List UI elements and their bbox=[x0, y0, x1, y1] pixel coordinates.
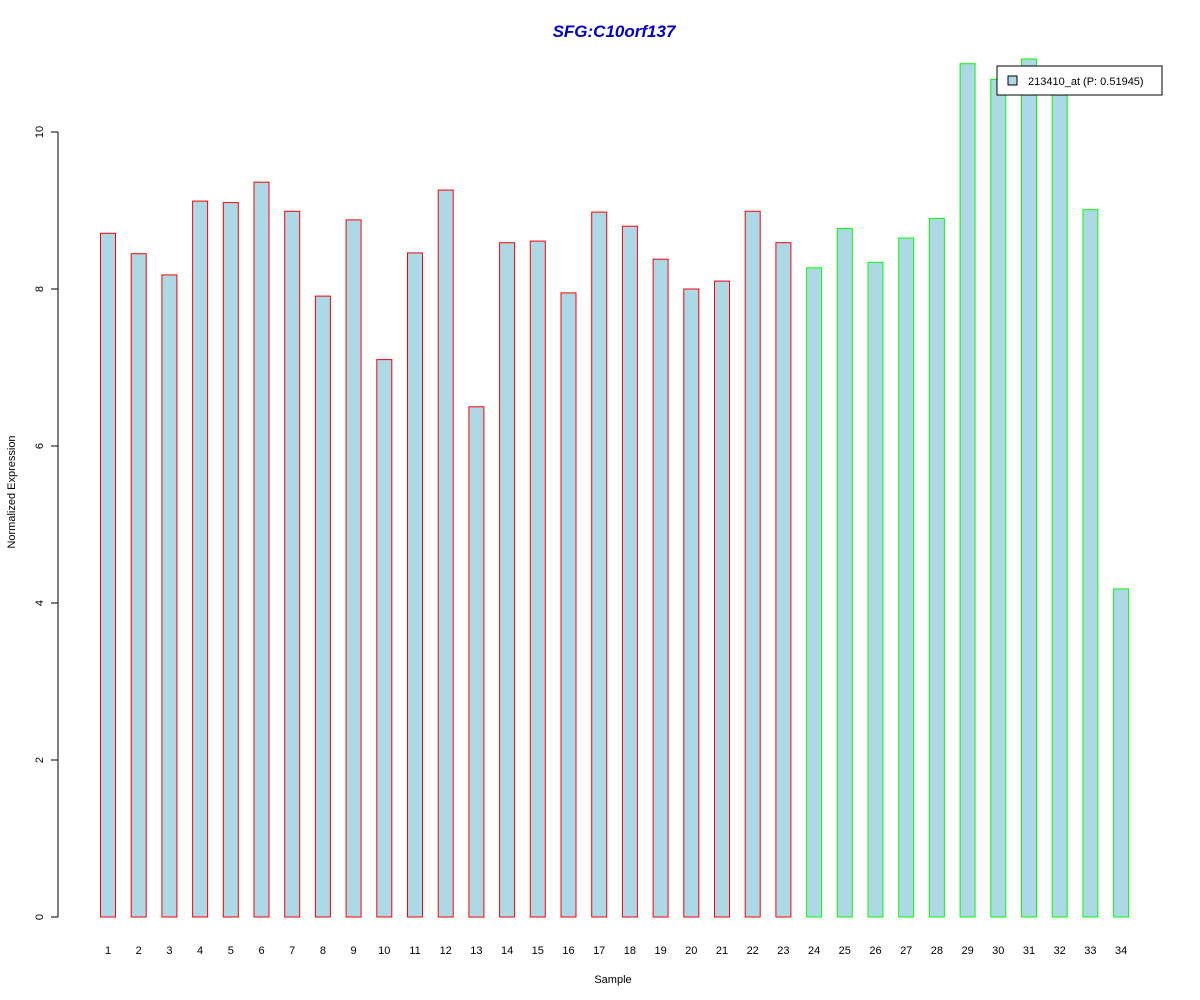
x-tick-label: 27 bbox=[900, 945, 912, 957]
x-tick-label: 6 bbox=[258, 945, 264, 957]
x-tick-label: 12 bbox=[440, 945, 452, 957]
bars bbox=[100, 58, 1130, 918]
bar-sample-9 bbox=[345, 219, 362, 918]
x-tick-label: 4 bbox=[197, 945, 203, 957]
x-tick-label: 24 bbox=[808, 945, 820, 957]
bar-sample-20 bbox=[683, 288, 700, 918]
bar-sample-2 bbox=[130, 253, 147, 918]
bar-sample-29 bbox=[959, 63, 976, 918]
x-tick-label: 21 bbox=[716, 945, 728, 957]
y-tick-label: 6 bbox=[34, 443, 46, 449]
x-tick-label: 5 bbox=[228, 945, 234, 957]
x-tick-label: 13 bbox=[470, 945, 482, 957]
legend: 213410_at (P: 0.51945) bbox=[996, 65, 1163, 96]
bar-sample-17 bbox=[591, 211, 608, 918]
x-tick-label: 20 bbox=[685, 945, 697, 957]
x-tick-label: 22 bbox=[747, 945, 759, 957]
bar-sample-23 bbox=[775, 242, 792, 918]
y-axis-label: Normalized Expression bbox=[6, 435, 18, 548]
bar-sample-12 bbox=[437, 189, 454, 918]
bar-sample-32 bbox=[1051, 89, 1068, 918]
legend-box bbox=[996, 65, 1163, 96]
x-tick-label: 33 bbox=[1084, 945, 1096, 957]
legend-swatch bbox=[1007, 75, 1018, 86]
x-tick-label: 23 bbox=[777, 945, 789, 957]
bar-sample-3 bbox=[161, 274, 178, 918]
bar-sample-15 bbox=[529, 240, 546, 918]
bar-sample-21 bbox=[714, 280, 730, 918]
bar-sample-10 bbox=[376, 359, 393, 918]
x-tick-label: 11 bbox=[409, 945, 420, 957]
x-tick-label: 15 bbox=[532, 945, 544, 957]
bar-sample-28 bbox=[928, 217, 945, 918]
y-tick-label: 2 bbox=[34, 757, 46, 763]
x-tick-label: 19 bbox=[654, 945, 666, 957]
x-tick-label: 30 bbox=[992, 945, 1004, 957]
y-tick-label: 8 bbox=[34, 286, 46, 292]
x-tick-label: 31 bbox=[1023, 945, 1035, 957]
x-tick-label: 10 bbox=[378, 945, 390, 957]
x-tick-label: 1 bbox=[105, 945, 111, 957]
x-tick-label: 17 bbox=[593, 945, 605, 957]
x-tick-label: 2 bbox=[136, 945, 142, 957]
bar-sample-25 bbox=[836, 228, 853, 918]
bar-sample-19 bbox=[652, 258, 669, 918]
x-tick-label: 8 bbox=[320, 945, 326, 957]
x-tick-labels: 1 2 3 4 5 6 7 8 9 10 11 12 13 14 15 16 17 18 19 20 21 22 23 24 2… bbox=[105, 945, 1127, 957]
x-tick-label: 28 bbox=[931, 945, 943, 957]
bar-sample-27 bbox=[898, 237, 915, 918]
bar-sample-1 bbox=[100, 232, 116, 918]
x-tick-label: 25 bbox=[839, 945, 851, 957]
bar-sample-18 bbox=[621, 225, 638, 918]
bar-sample-22 bbox=[744, 210, 761, 918]
bar-sample-13 bbox=[468, 406, 485, 918]
bar-sample-11 bbox=[407, 252, 423, 918]
x-tick-label: 9 bbox=[351, 945, 357, 957]
bar-sample-8 bbox=[314, 295, 331, 918]
bar-sample-4 bbox=[192, 200, 209, 918]
bar-sample-5 bbox=[222, 202, 239, 918]
x-tick-label: 14 bbox=[501, 945, 513, 957]
bar-sample-14 bbox=[499, 242, 516, 918]
x-axis-label: Sample bbox=[594, 974, 631, 986]
chart-title: SFG:C10orf137 bbox=[553, 22, 677, 41]
x-tick-label: 7 bbox=[289, 945, 295, 957]
bar-sample-33 bbox=[1082, 209, 1099, 918]
x-tick-label: 26 bbox=[869, 945, 881, 957]
bar-sample-24 bbox=[806, 267, 823, 918]
y-tick-label: 10 bbox=[34, 126, 46, 138]
bar-sample-26 bbox=[867, 261, 884, 918]
y-axis: 0 2 4 6 8 10 bbox=[34, 126, 59, 920]
x-tick-label: 29 bbox=[961, 945, 973, 957]
legend-series-label: 213410_at (P: 0.51945) bbox=[1028, 76, 1144, 88]
x-tick-label: 32 bbox=[1054, 945, 1066, 957]
bar-sample-6 bbox=[253, 181, 270, 918]
y-tick-label: 0 bbox=[34, 914, 46, 920]
bar-sample-31 bbox=[1021, 58, 1037, 918]
bar-sample-7 bbox=[284, 210, 301, 918]
x-tick-label: 3 bbox=[166, 945, 172, 957]
bar-sample-34 bbox=[1113, 588, 1130, 918]
bar-sample-16 bbox=[560, 292, 577, 918]
x-tick-label: 16 bbox=[562, 945, 574, 957]
bar-sample-30 bbox=[990, 78, 1007, 918]
x-tick-label: 34 bbox=[1115, 945, 1127, 957]
y-tick-label: 4 bbox=[34, 600, 46, 606]
x-tick-label: 18 bbox=[624, 945, 636, 957]
